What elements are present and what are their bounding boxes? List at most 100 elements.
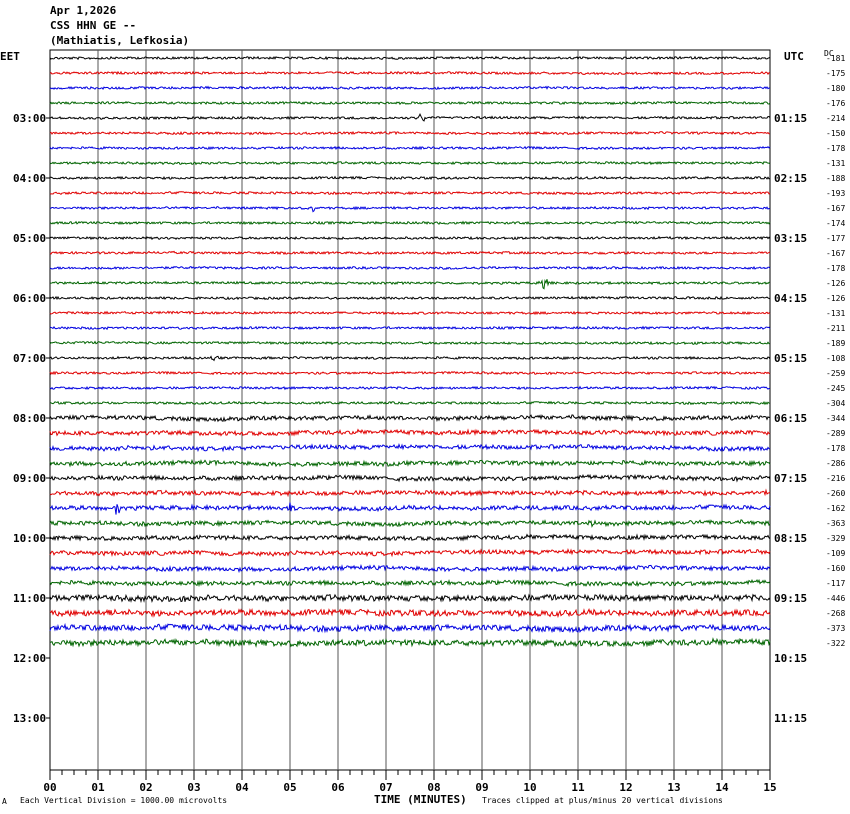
dc-offset-label: -181 <box>826 54 845 63</box>
dc-offset-label: -188 <box>826 174 845 183</box>
seismic-trace <box>49 310 771 316</box>
dc-offset-label: -211 <box>826 324 845 333</box>
seismic-trace <box>49 70 770 76</box>
seismic-trace <box>49 488 771 498</box>
seismic-trace <box>49 235 771 241</box>
seismic-trace <box>49 608 771 619</box>
hour-label-right: 01:15 <box>774 112 807 125</box>
seismic-trace <box>50 473 771 483</box>
x-tick-label: 02 <box>139 781 152 794</box>
seismic-trace <box>49 578 771 588</box>
seismic-trace <box>49 622 771 634</box>
dc-offset-label: -178 <box>826 264 845 273</box>
hour-label-left: 04:00 <box>13 172 46 185</box>
dc-offset-label: -126 <box>826 279 845 288</box>
dc-offset-label: -126 <box>826 294 845 303</box>
hour-label-right: 02:15 <box>774 172 807 185</box>
seismic-trace <box>49 265 771 271</box>
seismic-trace <box>49 55 771 61</box>
dc-offset-label: -109 <box>826 549 845 558</box>
dc-offset-label: -322 <box>826 639 845 648</box>
seismic-trace <box>49 278 771 290</box>
dc-offset-label: -160 <box>826 564 845 573</box>
x-tick-label: 12 <box>619 781 632 794</box>
x-tick-label: 04 <box>235 781 249 794</box>
dc-offset-label: -373 <box>826 624 845 633</box>
dc-offset-label: -167 <box>826 249 845 258</box>
seismic-trace <box>49 325 771 331</box>
seismic-trace <box>49 205 771 213</box>
dc-offset-label: -162 <box>826 504 845 513</box>
seismic-trace <box>49 593 771 604</box>
x-tick-label: 06 <box>331 781 345 794</box>
seismic-trace <box>49 428 771 437</box>
dc-offset-label: -304 <box>826 399 845 408</box>
seismic-trace <box>49 385 771 391</box>
dc-offset-label: -178 <box>826 144 845 153</box>
hour-label-left: 13:00 <box>13 712 46 725</box>
seismic-trace <box>49 458 771 468</box>
dc-offset-label: -286 <box>826 459 845 468</box>
dc-offset-label: -268 <box>826 609 845 618</box>
x-tick-label: 00 <box>43 781 56 794</box>
dc-offset-label: -363 <box>826 519 845 528</box>
scale-note: Each Vertical Division = 1000.00 microvo… <box>20 796 228 805</box>
seismic-trace <box>49 533 771 542</box>
hour-label-left: 06:00 <box>13 292 46 305</box>
left-timezone-label: EET <box>0 50 20 63</box>
hour-label-right: 06:15 <box>774 412 807 425</box>
x-tick-label: 07 <box>379 781 392 794</box>
seismic-trace <box>49 637 771 648</box>
seismic-trace <box>49 85 770 91</box>
location-label: (Mathiatis, Lefkosia) <box>50 34 190 47</box>
seismic-trace <box>49 145 771 151</box>
seismic-trace <box>49 443 771 453</box>
x-axis-label: TIME (MINUTES) <box>374 793 467 806</box>
date-label: Apr 1,2026 <box>50 4 117 17</box>
dc-offset-label: -167 <box>826 204 845 213</box>
hour-label-left: 08:00 <box>13 412 46 425</box>
x-tick-label: 10 <box>523 781 536 794</box>
hour-label-right: 03:15 <box>774 232 807 245</box>
seismic-trace <box>49 160 771 166</box>
dc-offset-label: -177 <box>826 234 845 243</box>
hour-label-left: 03:00 <box>13 112 46 125</box>
dc-offset-label: -117 <box>826 579 845 588</box>
hour-label-right: 09:15 <box>774 592 807 605</box>
seismic-trace <box>49 190 771 196</box>
dc-offset-label: -289 <box>826 429 845 438</box>
seismic-trace <box>49 502 771 515</box>
hour-label-left: 09:00 <box>13 472 46 485</box>
seismic-trace <box>49 370 771 376</box>
hour-label-right: 11:15 <box>774 712 807 725</box>
dc-offset-label: -176 <box>826 99 845 108</box>
seismic-trace <box>49 113 771 122</box>
hour-label-right: 08:15 <box>774 532 807 545</box>
right-timezone-label: UTC <box>784 50 804 63</box>
dc-offset-label: -193 <box>826 189 845 198</box>
dc-offset-label: -260 <box>826 489 845 498</box>
dc-offset-label: -180 <box>826 84 845 93</box>
hour-label-right: 05:15 <box>774 352 807 365</box>
x-tick-label: 01 <box>91 781 105 794</box>
dc-offset-label: -108 <box>826 354 845 363</box>
station-label: CSS HHN GE -- <box>50 19 137 32</box>
hour-label-right: 07:15 <box>774 472 807 485</box>
seismic-trace <box>49 340 771 346</box>
hour-label-left: 12:00 <box>13 652 46 665</box>
x-tick-label: 15 <box>763 781 776 794</box>
dc-offset-label: -174 <box>826 219 845 228</box>
hour-label-left: 07:00 <box>13 352 46 365</box>
dc-offset-label: -329 <box>826 534 845 543</box>
x-tick-label: 14 <box>715 781 729 794</box>
dc-offset-label: -216 <box>826 474 845 483</box>
seismic-trace <box>49 355 771 362</box>
seismic-trace <box>49 414 771 423</box>
seismic-trace <box>49 400 771 406</box>
dc-offset-label: -178 <box>826 444 845 453</box>
seismic-trace <box>49 548 771 558</box>
dc-offset-label: -446 <box>826 594 845 603</box>
x-tick-label: 11 <box>571 781 585 794</box>
dc-offset-label: -131 <box>826 159 845 168</box>
